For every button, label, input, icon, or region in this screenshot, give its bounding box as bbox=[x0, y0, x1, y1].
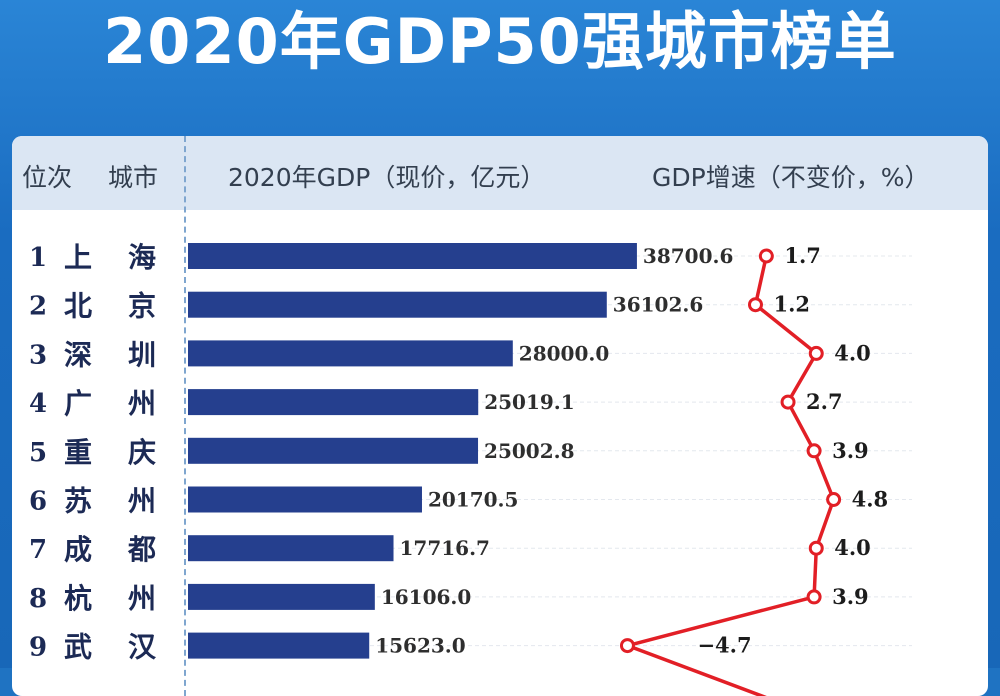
city-name: 杭州 bbox=[64, 582, 156, 615]
growth-point bbox=[826, 492, 842, 507]
column-divider bbox=[184, 136, 186, 696]
city-name: 成都 bbox=[64, 533, 156, 566]
growth-value-label: −4.7 bbox=[697, 633, 751, 658]
gdp-bar bbox=[188, 340, 513, 367]
gdp-value-label: 36102.6 bbox=[613, 293, 703, 317]
header-gdp: 2020年GDP（现价，亿元） bbox=[228, 163, 546, 192]
gdp-value-label: 15623.0 bbox=[375, 634, 465, 658]
gdp-bar bbox=[188, 291, 607, 318]
header-rank: 位次 bbox=[22, 163, 73, 192]
chart-panel: 位次 城市 2020年GDP（现价，亿元） GDP增速（不变价，%） 1 上海 38… bbox=[12, 136, 988, 696]
city-name: 上海 bbox=[64, 241, 156, 274]
growth-value-label: 3.9 bbox=[832, 438, 869, 463]
page-title: 2020年GDP50强城市榜单 bbox=[103, 5, 897, 78]
city-name: 广州 bbox=[64, 387, 156, 420]
gdp-bar bbox=[188, 389, 479, 416]
city-name: 苏州 bbox=[64, 485, 156, 518]
gdp-value-label: 16106.0 bbox=[381, 585, 471, 609]
city-name: 重庆 bbox=[64, 436, 156, 469]
gdp-value-label: 20170.5 bbox=[428, 488, 518, 512]
rank-number: 5 bbox=[29, 438, 47, 468]
city-name: 北京 bbox=[64, 290, 156, 323]
header-growth: GDP增速（不变价，%） bbox=[652, 163, 930, 192]
gdp-bar bbox=[188, 535, 394, 562]
growth-value-label: 4.0 bbox=[834, 535, 871, 560]
rank-number: 8 bbox=[29, 584, 47, 614]
rank-number: 7 bbox=[29, 535, 47, 565]
rank-number: 6 bbox=[29, 487, 47, 517]
growth-point bbox=[808, 345, 824, 361]
rank-number: 4 bbox=[29, 389, 47, 419]
growth-point bbox=[780, 394, 796, 410]
growth-point bbox=[758, 248, 774, 264]
gdp-bar bbox=[188, 583, 375, 610]
header-city: 城市 bbox=[108, 163, 159, 192]
growth-value-label: 2.7 bbox=[806, 389, 843, 414]
rank-number: 1 bbox=[29, 243, 47, 273]
gdp-value-label: 25019.1 bbox=[484, 390, 574, 414]
growth-point bbox=[747, 297, 763, 313]
gdp-value-label: 17716.7 bbox=[400, 536, 490, 560]
growth-value-label: 1.2 bbox=[773, 292, 810, 317]
growth-point bbox=[806, 443, 822, 459]
growth-value-label: 1.7 bbox=[784, 243, 821, 268]
gdp-value-label: 25002.8 bbox=[484, 439, 574, 463]
rank-number: 3 bbox=[29, 340, 47, 370]
rank-number: 2 bbox=[29, 292, 47, 322]
growth-value-label: 4.8 bbox=[852, 487, 889, 512]
table-header: 位次 城市 2020年GDP（现价，亿元） GDP增速（不变价，%） bbox=[12, 136, 988, 210]
city-name: 武汉 bbox=[64, 631, 157, 664]
gdp-bar bbox=[188, 243, 637, 269]
growth-value-label: 4.0 bbox=[834, 340, 871, 365]
gdp-bar bbox=[188, 437, 479, 464]
gdp-value-label: 28000.0 bbox=[519, 341, 609, 365]
city-name: 深圳 bbox=[64, 338, 156, 371]
growth-value-label: 3.9 bbox=[832, 584, 869, 609]
growth-point bbox=[806, 589, 822, 605]
gdp-bar bbox=[188, 486, 422, 513]
growth-point bbox=[808, 540, 824, 556]
rank-number: 9 bbox=[29, 633, 47, 663]
growth-line bbox=[625, 255, 836, 696]
gdp-value-label: 38700.6 bbox=[643, 244, 733, 268]
gdp-bar bbox=[188, 632, 370, 659]
growth-point bbox=[619, 638, 635, 654]
gdp-chart: 1 上海 38700.6 2 北京 36102.6 3 深圳 28000.0 4 广州 25019.1… bbox=[29, 241, 912, 696]
